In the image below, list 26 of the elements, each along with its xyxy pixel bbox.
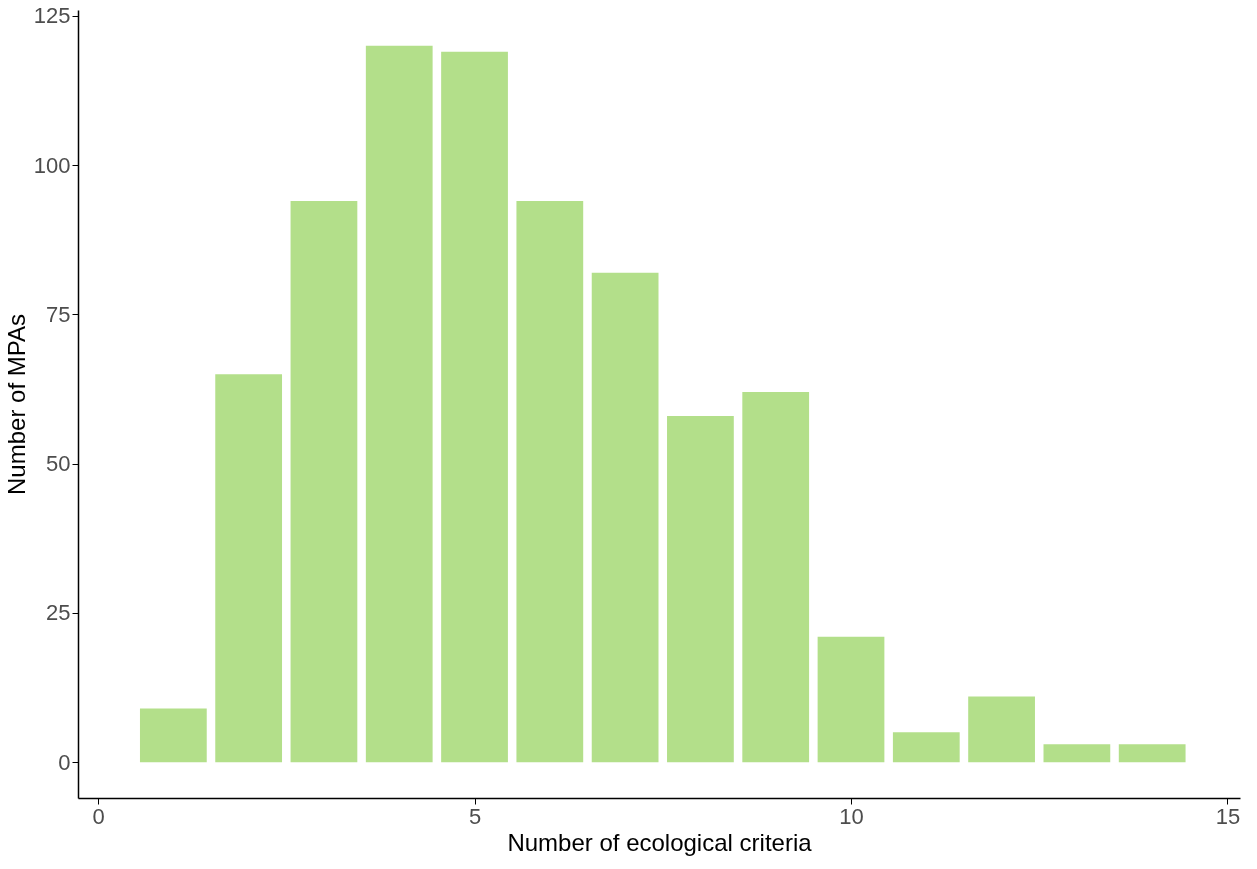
- x-tick-label: 10: [839, 803, 864, 829]
- bar: [215, 374, 283, 763]
- y-axis-title: Number of MPAs: [2, 314, 30, 495]
- x-tick-label: 5: [468, 803, 482, 829]
- x-axis-title: Number of ecological criteria: [507, 828, 813, 856]
- y-tick-label: 0: [58, 749, 71, 775]
- x-tick-label: 15: [1215, 803, 1241, 829]
- bar: [441, 51, 508, 763]
- bar: [667, 415, 734, 763]
- x-tick-label: 0: [92, 803, 105, 829]
- y-tick-label: 50: [46, 451, 71, 477]
- bar: [968, 696, 1035, 763]
- y-tick-label: 125: [33, 3, 71, 29]
- bar: [1118, 744, 1186, 763]
- y-tick-label: 100: [33, 152, 71, 178]
- bar: [365, 45, 433, 763]
- bar: [742, 392, 810, 763]
- bar: [892, 732, 960, 763]
- bar: [516, 201, 584, 763]
- y-tick-label: 25: [46, 600, 71, 626]
- bar: [1043, 744, 1111, 763]
- bar: [290, 201, 358, 763]
- bar: [591, 272, 659, 763]
- y-tick-label: 75: [46, 301, 71, 327]
- bar: [139, 708, 207, 763]
- bar: [817, 636, 885, 763]
